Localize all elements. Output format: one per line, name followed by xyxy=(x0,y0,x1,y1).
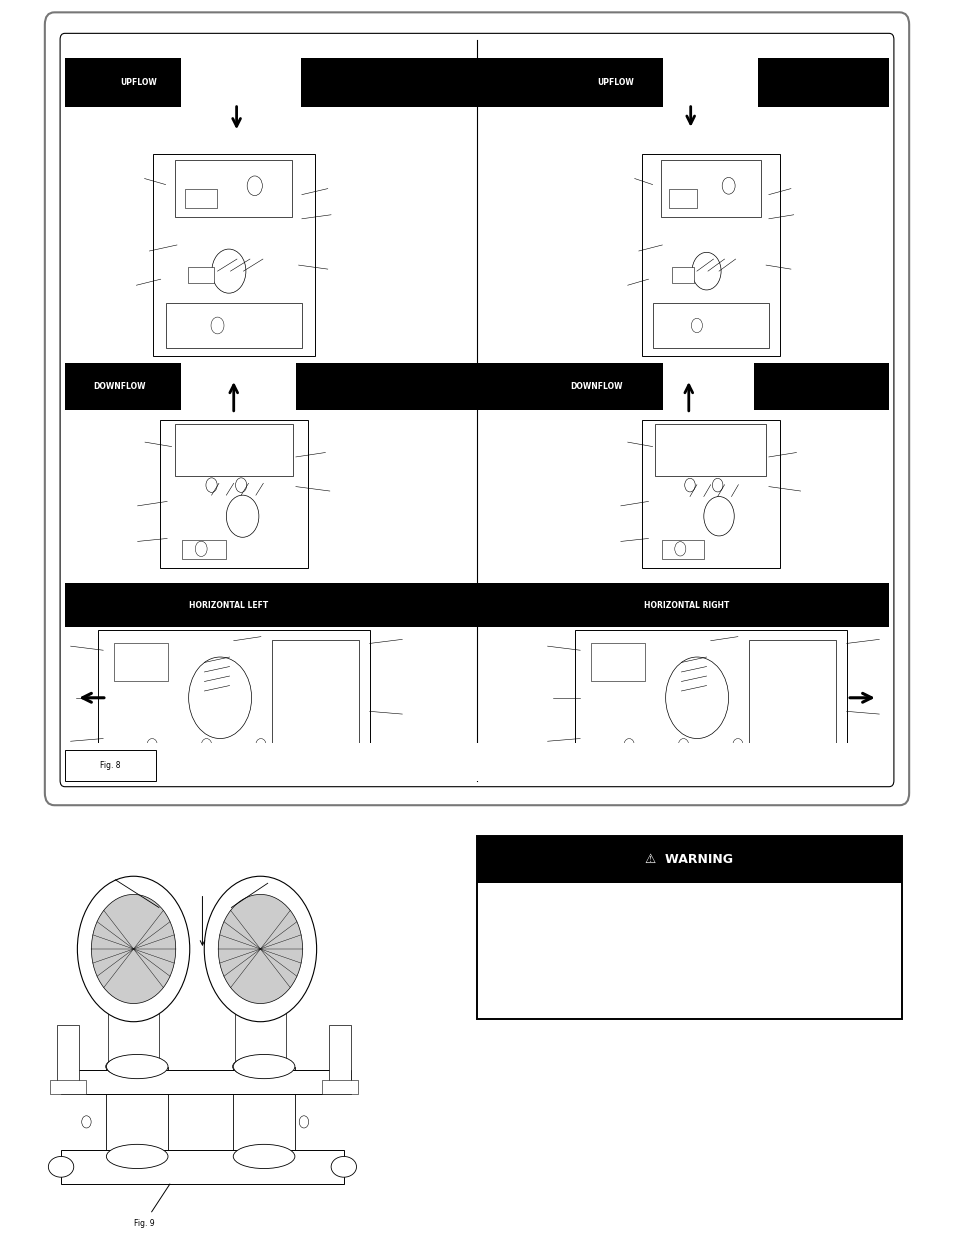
Text: HORIZONTAL RIGHT: HORIZONTAL RIGHT xyxy=(643,600,729,610)
Bar xyxy=(65,363,888,410)
Circle shape xyxy=(235,478,247,493)
Text: HORIZONTAL LEFT: HORIZONTAL LEFT xyxy=(189,600,269,610)
Bar xyxy=(114,643,169,682)
Circle shape xyxy=(147,739,157,752)
Bar xyxy=(233,1067,294,1156)
Circle shape xyxy=(82,1115,91,1128)
Bar xyxy=(61,1070,351,1094)
Ellipse shape xyxy=(106,1145,168,1168)
Bar xyxy=(640,420,780,568)
Bar xyxy=(107,1067,168,1156)
Bar xyxy=(322,1081,358,1094)
Bar xyxy=(175,161,292,217)
Circle shape xyxy=(703,496,734,536)
Ellipse shape xyxy=(233,1145,294,1168)
Bar xyxy=(95,583,357,627)
Circle shape xyxy=(255,739,266,752)
Circle shape xyxy=(247,175,262,195)
Circle shape xyxy=(299,1115,309,1128)
Bar xyxy=(329,1025,351,1087)
Circle shape xyxy=(226,495,258,537)
Bar xyxy=(166,304,301,347)
Circle shape xyxy=(691,252,720,290)
Ellipse shape xyxy=(49,1156,73,1177)
Bar xyxy=(188,267,214,283)
Bar xyxy=(661,540,703,559)
Bar xyxy=(65,58,888,107)
Bar xyxy=(181,58,300,107)
Circle shape xyxy=(211,317,224,333)
Bar xyxy=(234,948,286,1067)
Circle shape xyxy=(206,478,217,493)
Bar xyxy=(476,836,901,883)
Bar xyxy=(61,1150,343,1184)
Bar xyxy=(181,363,295,410)
Bar xyxy=(652,304,768,347)
Circle shape xyxy=(212,249,246,293)
Ellipse shape xyxy=(106,1055,168,1078)
Ellipse shape xyxy=(233,1056,288,1077)
Text: UPFLOW: UPFLOW xyxy=(597,78,633,88)
Bar xyxy=(65,750,155,781)
Bar xyxy=(98,630,369,766)
Bar xyxy=(662,363,753,410)
Text: DOWNFLOW: DOWNFLOW xyxy=(569,382,622,391)
Circle shape xyxy=(721,178,735,194)
Circle shape xyxy=(91,894,175,1004)
Bar xyxy=(152,154,314,356)
Circle shape xyxy=(712,478,722,492)
Text: UPFLOW: UPFLOW xyxy=(120,78,156,88)
Text: Fig. 9: Fig. 9 xyxy=(134,1219,154,1228)
Bar xyxy=(159,420,307,568)
Bar xyxy=(655,425,765,477)
Circle shape xyxy=(623,739,634,752)
Bar xyxy=(591,643,645,682)
Bar xyxy=(51,1081,87,1094)
Bar xyxy=(65,583,888,627)
Bar xyxy=(671,267,694,283)
Bar xyxy=(476,836,901,1019)
Bar xyxy=(57,1025,79,1087)
Circle shape xyxy=(218,894,302,1004)
Bar xyxy=(174,425,293,477)
Ellipse shape xyxy=(331,1156,356,1177)
Bar xyxy=(65,743,888,781)
Bar xyxy=(272,640,358,756)
Bar xyxy=(668,189,696,209)
Bar xyxy=(496,583,786,627)
Circle shape xyxy=(732,739,742,752)
Circle shape xyxy=(674,542,685,556)
Bar xyxy=(748,640,835,756)
Circle shape xyxy=(691,319,701,332)
Circle shape xyxy=(684,478,695,492)
Circle shape xyxy=(77,877,190,1021)
Bar xyxy=(640,154,780,356)
FancyBboxPatch shape xyxy=(60,33,893,787)
Circle shape xyxy=(678,739,688,752)
Circle shape xyxy=(204,877,316,1021)
Circle shape xyxy=(195,541,207,557)
Bar xyxy=(185,189,217,209)
Ellipse shape xyxy=(233,1055,294,1078)
FancyBboxPatch shape xyxy=(45,12,908,805)
Bar xyxy=(660,161,760,217)
Circle shape xyxy=(665,657,728,739)
Bar xyxy=(182,540,226,559)
Text: ⚠  WARNING: ⚠ WARNING xyxy=(644,853,733,866)
Text: DOWNFLOW: DOWNFLOW xyxy=(92,382,146,391)
Circle shape xyxy=(189,657,252,739)
Text: Fig. 8: Fig. 8 xyxy=(100,761,120,769)
Bar xyxy=(574,630,845,766)
Circle shape xyxy=(201,739,212,752)
Ellipse shape xyxy=(106,1056,161,1077)
Bar xyxy=(662,58,758,107)
Bar xyxy=(108,948,159,1067)
